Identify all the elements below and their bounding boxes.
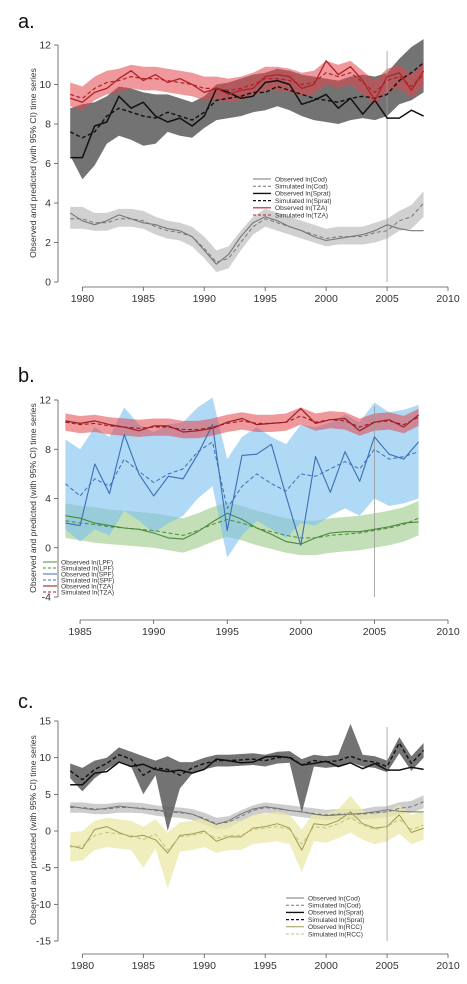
y-axis-label-b: Observed and predicted (with 95% CI) tim… [28,403,38,593]
y-tick-label: 8 [45,444,51,456]
legend-entry: Simulated ln(SPF) [61,577,115,584]
series-line-Simulated ln(Cod) [70,801,424,825]
ci-band-Simulated ln(TZA) [65,407,419,439]
y-tick-label: 0 [45,826,51,838]
y-tick-label: -15 [36,936,51,948]
x-tick-label: 2005 [363,626,387,638]
legend: Observed ln(LPF)Simulated ln(LPF)Observe… [43,559,115,596]
x-tick-label: 1985 [132,960,156,972]
y-tick-label: 10 [39,752,51,764]
y-tick-label: 10 [39,79,51,91]
legend-entry: Observed ln(SPF) [61,571,114,578]
legend-entry: Simulated ln(TZA) [61,589,114,596]
y-tick-label: 0 [45,542,51,554]
series-line-Observed ln(RCC) [70,811,424,854]
legend-entry: Simulated ln(TZA) [275,212,328,219]
series-line-Observed ln(Sprat) [70,755,424,786]
legend: Observed ln(Cod)Simulated ln(Cod)Observe… [286,895,364,938]
legend-entry: Simulated ln(Sprat) [275,198,331,205]
legend-entry: Observed ln(TZA) [275,205,327,212]
panel-label-c: c. [18,691,34,713]
series-line-Simulated ln(TZA) [65,415,419,431]
x-tick-label: 1985 [132,293,156,305]
y-tick-label: 8 [45,119,51,131]
panel-c: c. Observed and predicted (with 95% CI) … [18,691,460,972]
y-tick-label: 4 [45,198,51,210]
x-tick-label: 1995 [254,293,278,305]
x-tick-label: 1980 [71,293,95,305]
legend-entry: Simulated ln(LPF) [61,565,114,572]
y-axis-label-a: Observed and predicted (with 95% CI) tim… [28,68,38,258]
x-tick-label: 1985 [68,626,92,638]
ci-band-Simulated ln(TZA) [70,60,424,111]
x-tick-label: 2000 [314,960,338,972]
x-tick-label: 1995 [254,960,278,972]
ci-band-Simulated ln(Cod) [70,191,424,273]
panel-a: a. Observed and predicted (with 95% CI) … [18,11,460,305]
x-tick-label: 1990 [142,626,166,638]
x-tick-label: 2005 [375,960,399,972]
series-line-Simulated ln(Sprat) [69,62,425,139]
panel-b: b. Observed and predicted (with 95% CI) … [18,365,460,638]
legend-entry: Simulated ln(RCC) [308,931,363,938]
x-tick-label: 2005 [375,293,399,305]
x-tick-label: 1990 [193,293,217,305]
y-tick-label: 6 [45,158,51,170]
legend: Observed ln(Cod)Simulated ln(Cod)Observe… [253,176,331,219]
legend-entry: Observed ln(Cod) [275,176,327,183]
series-line-Observed ln(Sprat) [70,79,424,159]
y-axis-label-c: Observed and predicted (with 95% CI) tim… [28,735,38,925]
y-tick-label: 12 [39,40,51,52]
series-line-Simulated ln(Sprat) [69,742,425,781]
legend-entry: Simulated ln(Sprat) [308,917,364,924]
x-tick-label: 1980 [71,960,95,972]
ci-band-Simulated ln(Sprat) [70,723,424,831]
series-line-Simulated ln(RCC) [70,817,424,851]
legend-entry: Observed ln(RCC) [308,924,362,931]
ci-band-Simulated ln(Cod) [70,795,424,830]
y-tick-label: 15 [39,716,51,728]
legend-entry: Observed ln(Sprat) [275,191,331,198]
series-line-Observed ln(SPF) [65,424,420,546]
x-tick-label: 2010 [436,960,460,972]
legend-entry: Observed ln(TZA) [61,583,113,590]
y-tick-label: 2 [45,237,51,249]
legend-entry: Simulated ln(Cod) [308,903,361,910]
legend-entry: Observed ln(Sprat) [308,910,364,917]
y-tick-label: -4 [42,592,51,604]
x-tick-label: 2010 [436,293,460,305]
y-tick-label: 5 [45,789,51,801]
x-tick-label: 2010 [436,626,460,638]
panel-label-b: b. [18,365,35,387]
series-line-Simulated ln(Cod) [70,202,424,263]
x-tick-label: 1995 [216,626,240,638]
series-line-Simulated ln(TZA) [70,72,425,99]
series-line-Simulated ln(LPF) [65,517,419,539]
legend-entry: Simulated ln(Cod) [275,184,328,191]
ci-band-Simulated ln(RCC) [70,795,424,889]
y-tick-label: 4 [45,493,51,505]
ci-band-Simulated ln(SPF) [65,397,419,558]
legend-entry: Observed ln(LPF) [61,559,113,566]
panel-label-a: a. [18,11,35,33]
y-tick-label: 0 [45,277,51,289]
y-tick-label: 12 [39,395,51,407]
y-tick-label: -10 [36,899,51,911]
x-tick-label: 1990 [193,960,217,972]
x-tick-label: 2000 [289,626,313,638]
legend-entry: Observed ln(Cod) [308,895,360,902]
series-line-Observed ln(Cod) [69,212,424,265]
ci-band-Simulated ln(Sprat) [70,39,424,180]
series-line-Simulated ln(SPF) [65,441,419,509]
x-tick-label: 2000 [314,293,338,305]
y-tick-label: -5 [42,862,51,874]
